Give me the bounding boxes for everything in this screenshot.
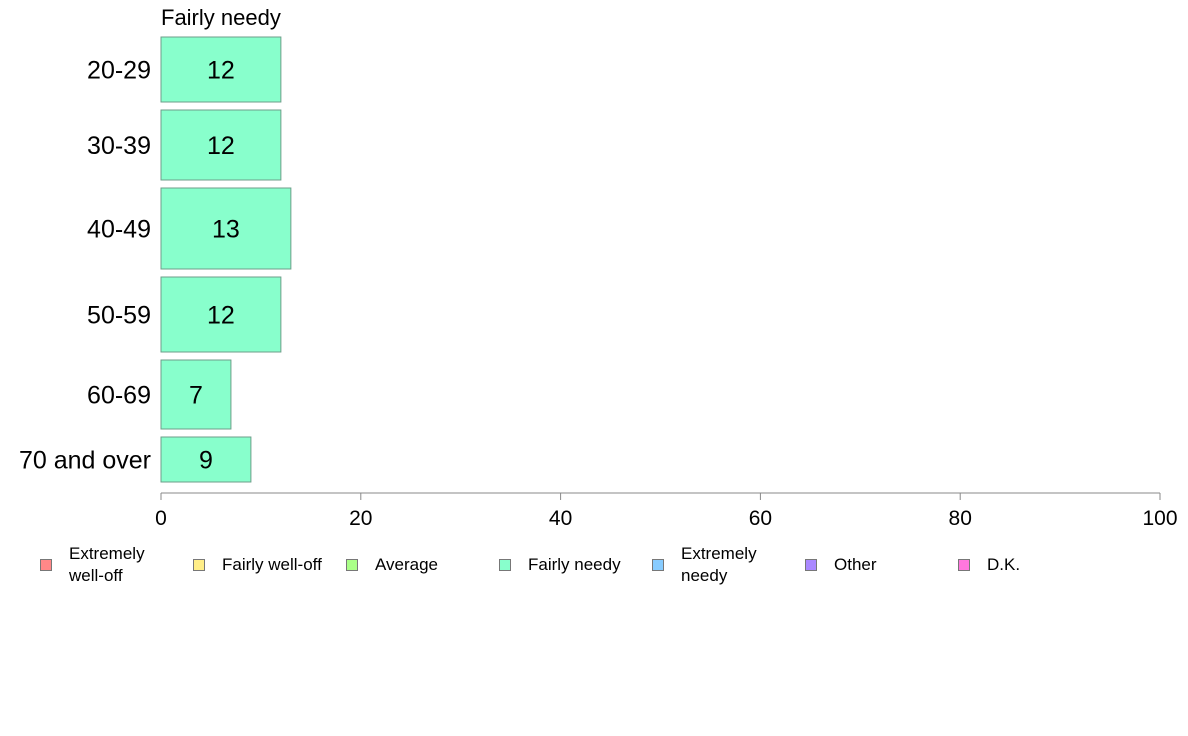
legend-label: Extremely well-off: [69, 544, 145, 585]
category-label: 40-49: [87, 216, 151, 244]
legend-label: Fairly well-off: [222, 555, 322, 574]
bar-20-29: [160, 36, 282, 103]
bars-group: 20-29 12 30-39 12 40-49 13 50-59 12 60-69 7 70 and…: [19, 36, 292, 483]
category-label: 70 and over: [19, 447, 151, 475]
chart: Fairly needy 20-29 12 30-39 12 40-49 13 50-59 1…: [19, 5, 1178, 530]
x-tick-label: 80: [949, 507, 972, 530]
x-tick-label: 60: [749, 507, 772, 530]
x-tick-label: 0: [155, 507, 167, 530]
legend-swatch: [346, 559, 358, 571]
category-label: 20-29: [87, 57, 151, 85]
bar-60-69: [160, 359, 232, 430]
x-tick-label: 100: [1142, 507, 1177, 530]
value-label: 12: [207, 57, 235, 85]
x-axis: 0 20 40 60 80 100: [155, 492, 1178, 530]
legend-label: D.K.: [987, 555, 1021, 574]
x-tick-label: 20: [349, 507, 372, 530]
value-label: 13: [212, 216, 240, 244]
legend-item: Extremely needy: [652, 540, 757, 590]
legend-swatch: [652, 559, 664, 571]
value-label: 12: [207, 302, 235, 330]
category-label: 30-39: [87, 132, 151, 160]
legend-label: Other: [834, 555, 877, 574]
legend-item: Fairly needy: [499, 540, 621, 590]
bar-30-39: [160, 109, 282, 181]
legend-swatch: [193, 559, 205, 571]
panel-title: Fairly needy: [161, 5, 281, 30]
legend-swatch: [40, 559, 52, 571]
legend-item: D.K.: [958, 540, 1020, 590]
bar-70-and-over: [160, 436, 252, 483]
legend-swatch: [805, 559, 817, 571]
legend-item: Fairly well-off: [193, 540, 322, 590]
x-tick-label: 40: [549, 507, 572, 530]
legend-swatch: [958, 559, 970, 571]
legend-label: Extremely needy: [681, 544, 757, 585]
legend-swatch: [499, 559, 511, 571]
legend-label: Fairly needy: [528, 555, 621, 574]
category-label: 50-59: [87, 302, 151, 330]
legend-label: Average: [375, 555, 439, 574]
legend-item: Extremely well-off: [40, 540, 145, 590]
bar-40-49: [160, 187, 292, 270]
bar-50-59: [160, 276, 282, 353]
legend: Extremely well-off Fairly well-off Average…: [0, 540, 1188, 590]
category-label: 60-69: [87, 382, 151, 410]
value-label: 12: [207, 132, 235, 160]
legend-item: Average: [346, 540, 438, 590]
value-label: 9: [199, 447, 213, 475]
legend-item: Other: [805, 540, 877, 590]
value-label: 7: [189, 382, 203, 410]
